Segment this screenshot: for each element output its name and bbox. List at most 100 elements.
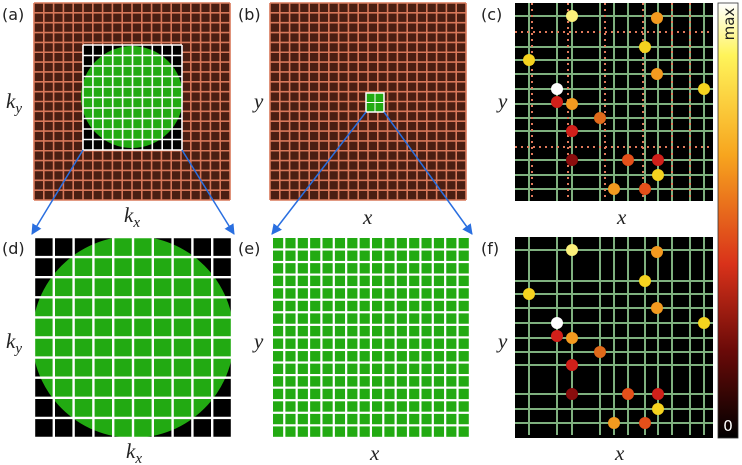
pixel <box>433 325 445 337</box>
pixel <box>409 413 420 425</box>
pixel <box>384 313 395 324</box>
pixel <box>384 263 395 274</box>
sample-dot <box>639 275 651 287</box>
y-axis-label: y <box>252 329 264 353</box>
sample-dot <box>651 12 663 24</box>
pixel <box>396 338 407 349</box>
pixel <box>421 288 432 299</box>
x-axis-label: x <box>616 205 627 229</box>
pixel <box>433 263 445 274</box>
pixel <box>446 388 457 400</box>
pixel <box>334 351 346 362</box>
pixel <box>433 351 445 362</box>
pixel <box>396 275 407 287</box>
pixel <box>347 313 358 324</box>
pixel <box>433 388 445 400</box>
pixel <box>322 363 333 374</box>
pixel <box>334 376 346 387</box>
pixel <box>334 313 346 324</box>
y-axis-label: y <box>252 89 264 113</box>
pixel <box>409 388 420 400</box>
pixel <box>409 288 420 299</box>
sample-dot <box>639 41 651 53</box>
pixel <box>446 413 457 425</box>
pixel <box>297 325 308 337</box>
sample-dot <box>566 359 578 371</box>
pixel <box>310 313 321 324</box>
colorbar-max-label: max <box>720 8 738 41</box>
pixel <box>347 300 358 312</box>
panel-b <box>269 2 467 201</box>
x-axis-label: x <box>614 441 625 465</box>
pixel <box>409 338 420 349</box>
pixel <box>396 351 407 362</box>
pixel <box>322 376 333 387</box>
pixel <box>421 363 432 374</box>
pixel <box>372 325 383 337</box>
pixel <box>285 351 296 362</box>
panel-label: (c) <box>481 5 502 24</box>
pixel <box>322 263 333 274</box>
arrow <box>31 149 84 235</box>
pixel <box>322 250 333 261</box>
sample-dot <box>566 125 578 137</box>
pixel <box>334 325 346 337</box>
pixel <box>396 325 407 337</box>
sample-dot <box>652 403 664 415</box>
sample-dot <box>651 302 663 314</box>
pixel <box>433 275 445 287</box>
pixel <box>322 401 333 412</box>
pixel <box>273 338 284 349</box>
pixel <box>310 351 321 362</box>
pixel <box>347 263 358 274</box>
pixel <box>359 376 370 387</box>
pixel <box>384 338 395 349</box>
sample-dot <box>651 68 663 80</box>
pixel <box>372 426 383 437</box>
pixel <box>433 313 445 324</box>
pixel <box>359 363 370 374</box>
pixel <box>458 275 469 287</box>
pixel <box>372 338 383 349</box>
pixel <box>285 288 296 299</box>
pixel <box>396 300 407 312</box>
pixel <box>421 401 432 412</box>
pixel <box>297 275 308 287</box>
pixel <box>347 238 358 249</box>
pixel <box>334 250 346 261</box>
pixel <box>347 401 358 412</box>
pixel <box>273 376 284 387</box>
pixel <box>421 313 432 324</box>
sample-dot <box>622 154 634 166</box>
pixel <box>421 275 432 287</box>
pixel <box>409 263 420 274</box>
sample-dot <box>551 317 563 329</box>
pixel <box>458 401 469 412</box>
pixel <box>359 300 370 312</box>
pixel <box>458 250 469 261</box>
pixel <box>322 313 333 324</box>
sample-dot <box>652 154 664 166</box>
pixel <box>310 401 321 412</box>
pixel <box>458 413 469 425</box>
sample-dot <box>566 388 578 400</box>
pixel <box>322 275 333 287</box>
arrow <box>181 149 235 235</box>
x-axis-label: kx <box>126 439 142 465</box>
panel-c <box>515 3 713 201</box>
pixel <box>372 300 383 312</box>
pixel <box>372 263 383 274</box>
pixel <box>310 388 321 400</box>
pixel <box>347 376 358 387</box>
sample-dot <box>698 317 710 329</box>
sample-dot <box>639 183 651 195</box>
sample-dot <box>594 112 606 124</box>
pixel <box>384 250 395 261</box>
arrow <box>271 111 367 235</box>
pixel <box>273 288 284 299</box>
pixel <box>421 300 432 312</box>
pixel <box>347 250 358 261</box>
pixel <box>273 363 284 374</box>
pixel <box>372 376 383 387</box>
